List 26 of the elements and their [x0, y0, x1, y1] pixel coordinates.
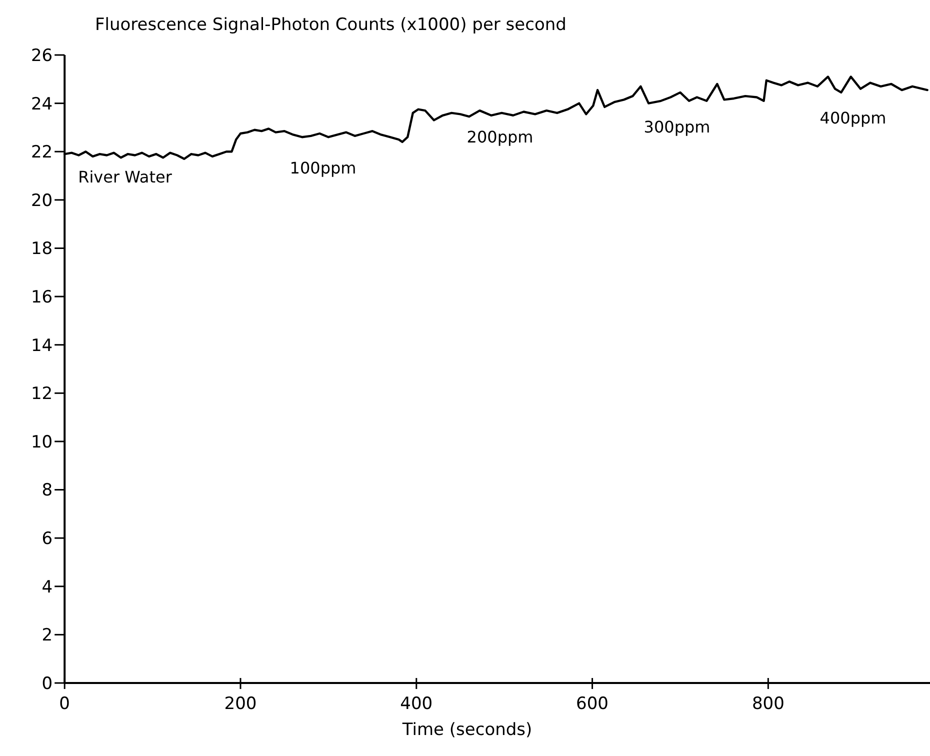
chart-title: Fluorescence Signal-Photon Counts (x1000) per second — [95, 15, 566, 35]
y-tick-label: 2 — [42, 626, 53, 646]
annotation: River Water — [78, 168, 172, 187]
x-tick-label: 400 — [400, 694, 433, 714]
x-axis-title: Time (seconds) — [401, 720, 532, 740]
y-tick-label: 22 — [30, 142, 53, 163]
y-tick-label: 20 — [30, 190, 53, 211]
x-tick-label: 0 — [59, 694, 70, 714]
x-tick-label: 200 — [224, 694, 257, 714]
y-tick-label: 24 — [30, 94, 53, 114]
y-tick-label: 26 — [30, 46, 53, 66]
annotation: 400ppm — [820, 108, 886, 128]
annotation: 300ppm — [644, 118, 710, 137]
y-tick-label: 6 — [42, 529, 53, 550]
y-tick-label: 16 — [30, 287, 53, 308]
y-tick-label: 4 — [42, 577, 53, 598]
y-tick-label: 12 — [30, 384, 53, 404]
y-tick-label: 8 — [42, 480, 53, 501]
y-tick-label: 10 — [30, 432, 53, 452]
y-tick-label: 14 — [30, 336, 53, 356]
x-tick-label: 800 — [752, 694, 784, 714]
y-tick-label: 0 — [42, 674, 53, 694]
annotation: 200ppm — [466, 128, 534, 147]
x-tick-label: 600 — [576, 694, 609, 714]
annotation: 100ppm — [290, 158, 356, 178]
y-tick-label: 18 — [30, 239, 53, 260]
